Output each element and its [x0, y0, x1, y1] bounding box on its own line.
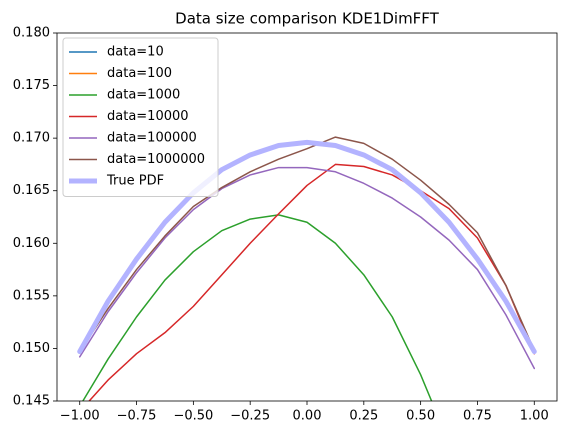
- legend-label: data=100: [107, 66, 172, 81]
- y-tick-label: 0.145: [13, 394, 50, 409]
- legend-box: [62, 37, 219, 197]
- x-tick-label: 0.50: [406, 409, 435, 424]
- legend-label: data=10: [107, 45, 164, 60]
- y-tick-label: 0.155: [13, 288, 50, 303]
- series-line: [82, 214, 433, 401]
- x-tick-label: 1.00: [520, 409, 549, 424]
- legend-label: data=100000: [107, 131, 197, 146]
- y-tick-label: 0.165: [13, 183, 50, 198]
- series-line: [88, 163, 536, 401]
- x-tick-label: −0.50: [173, 409, 213, 424]
- x-tick-label: −0.25: [230, 409, 270, 424]
- legend-label: True PDF: [106, 174, 164, 189]
- x-tick-label: −1.00: [60, 409, 100, 424]
- chart-title: Data size comparison KDE1DimFFT: [175, 10, 440, 28]
- legend-label: data=1000000: [107, 152, 205, 167]
- x-tick-label: 0.00: [293, 409, 322, 424]
- x-tick-label: −0.75: [117, 409, 157, 424]
- series-line: [78, 136, 536, 353]
- y-tick-label: 0.160: [13, 236, 50, 251]
- series-line: [77, 139, 537, 355]
- series-line: [78, 166, 536, 370]
- y-tick-label: 0.175: [13, 78, 50, 93]
- plot-area: [77, 136, 537, 401]
- y-tick-label: 0.180: [13, 26, 50, 41]
- legend-label: data=1000: [107, 88, 180, 103]
- y-tick-label: 0.170: [13, 131, 50, 146]
- x-tick-label: 0.25: [349, 409, 378, 424]
- legend-label: data=10000: [107, 109, 189, 124]
- y-tick-label: 0.150: [13, 341, 50, 356]
- x-tick-label: 0.75: [463, 409, 492, 424]
